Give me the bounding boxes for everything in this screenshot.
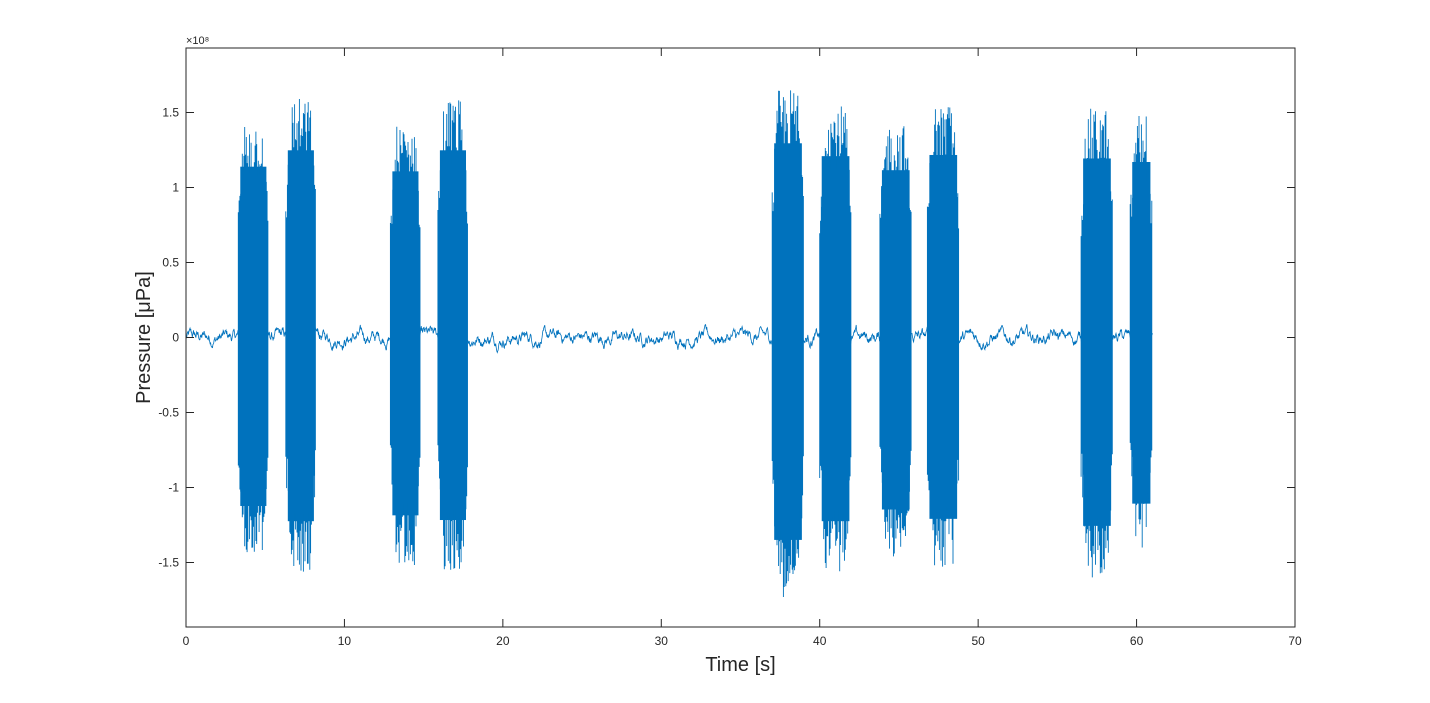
signal-background-line: [185, 323, 1153, 354]
burst-peaks-4: [771, 90, 804, 597]
burst-peaks-3: [437, 100, 468, 570]
burst-peaks-6: [879, 126, 912, 557]
plot-area: [185, 90, 1153, 597]
x-tick-label-4: 40: [813, 634, 827, 648]
x-tick-label-0: 0: [183, 634, 190, 648]
y-tick-label-3: 0: [172, 331, 179, 345]
burst-3: [437, 100, 468, 570]
burst-5: [819, 106, 852, 572]
y-axis-label: Pressure [μPa]: [133, 271, 155, 404]
x-axis-label: Time [s]: [705, 654, 775, 676]
burst-0: [237, 127, 269, 553]
y-axis: 1.5 1 0.5 0 -0.5 -1 -1.5: [158, 106, 1295, 570]
y-tick-label-5: -1: [168, 481, 179, 495]
burst-peaks-7: [926, 107, 960, 567]
burst-1: [285, 99, 316, 572]
x-tick-label-7: 70: [1288, 634, 1302, 648]
y-tick-label-0: 1.5: [162, 106, 179, 120]
x-tick-label-6: 60: [1130, 634, 1144, 648]
y-tick-label-1: 1: [172, 181, 179, 195]
burst-peaks-5: [819, 106, 852, 572]
burst-2: [389, 126, 421, 565]
x-tick-label-3: 30: [655, 634, 669, 648]
burst-peaks-2: [389, 126, 421, 565]
burst-peaks-8: [1080, 108, 1113, 578]
burst-4: [771, 90, 804, 597]
y-tick-label-2: 0.5: [162, 256, 179, 270]
burst-7: [926, 107, 960, 567]
y-tick-label-4: -0.5: [158, 406, 179, 420]
burst-peaks-9: [1129, 116, 1153, 548]
x-axis: 0 10 20 30 40 50 60 70: [183, 48, 1302, 648]
burst-peaks-0: [237, 127, 269, 553]
x-tick-label-1: 10: [338, 634, 352, 648]
x-tick-label-5: 50: [971, 634, 985, 648]
burst-peaks-1: [285, 99, 316, 572]
burst-6: [879, 126, 912, 557]
burst-8: [1080, 108, 1113, 578]
y-tick-label-6: -1.5: [158, 556, 179, 570]
burst-9: [1129, 116, 1153, 548]
y-exponent-label: ×10⁸: [186, 35, 209, 47]
x-tick-label-2: 20: [496, 634, 510, 648]
